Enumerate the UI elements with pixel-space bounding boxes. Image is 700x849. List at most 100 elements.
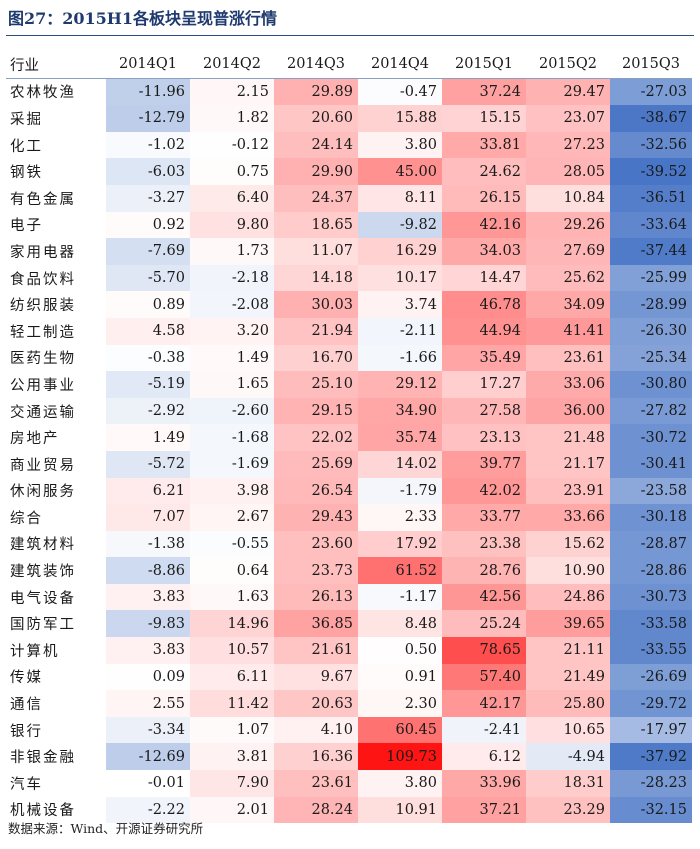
table-row: 电气设备 3.83 1.63 26.13 -1.17 42.56 24.86 -30.73 — [6, 583, 692, 611]
heatmap-cell: -7.69 — [106, 238, 190, 265]
heatmap-cell: -25.99 — [610, 264, 692, 292]
heatmap-cell: 30.03 — [274, 291, 358, 318]
heatmap-cell: 2.30 — [358, 690, 442, 717]
heatmap-cell: -6.03 — [106, 158, 190, 185]
heatmap-cell: 42.16 — [442, 211, 526, 239]
heatmap-cell: 42.17 — [442, 690, 526, 717]
heatmap-cell: -5.70 — [106, 264, 190, 292]
heatmap-cell: 23.38 — [442, 530, 526, 558]
sector-name: 食品饮料 — [10, 271, 76, 288]
heatmap-cell: -4.94 — [526, 743, 610, 771]
heatmap-cell: -1.79 — [358, 477, 442, 505]
sector-name: 电子 — [10, 218, 43, 235]
heatmap-cell: 15.15 — [442, 105, 526, 132]
heatmap-cell: 2.55 — [106, 690, 190, 717]
figure-title: 图27：2015H1各板块呈现普涨行情 — [8, 9, 278, 28]
heatmap-cell: 16.70 — [274, 344, 358, 372]
column-header: 2015Q1 — [442, 51, 526, 79]
heatmap-cell: 25.69 — [274, 450, 358, 478]
heatmap-cell: 21.17 — [526, 450, 610, 478]
table-row: 有色金属 -3.27 6.40 24.37 8.11 26.15 10.84 -36.51 — [6, 184, 692, 212]
heatmap-cell: 3.74 — [358, 291, 442, 318]
heatmap-cell: 14.18 — [274, 264, 358, 292]
heatmap-cell: 2.15 — [190, 78, 274, 106]
heatmap-cell: 16.29 — [358, 238, 442, 265]
sector-name: 房地产 — [10, 431, 60, 448]
heatmap-cell: 23.91 — [526, 477, 610, 505]
table-row: 轻工制造 4.58 3.20 21.94 -2.11 44.94 41.41 -26.30 — [6, 317, 692, 345]
table-row: 商业贸易 -5.72 -1.69 25.69 14.02 39.77 21.17 -30.41 — [6, 450, 692, 478]
heatmap-cell: 28.24 — [274, 796, 358, 824]
column-header: 2015Q2 — [526, 51, 610, 79]
heatmap-cell: 27.23 — [526, 131, 610, 159]
heatmap-cell: -2.18 — [190, 264, 274, 292]
heatmap-cell: 3.98 — [190, 477, 274, 505]
heatmap-cell: 15.88 — [358, 105, 442, 132]
heatmap-cell: 23.73 — [274, 557, 358, 584]
heatmap-cell: 1.63 — [190, 583, 274, 611]
heatmap-cell: 18.31 — [526, 770, 610, 797]
table-row: 公用事业 -5.19 1.65 25.10 29.12 17.27 33.06 -30.80 — [6, 371, 692, 398]
heatmap-cell: -28.23 — [610, 770, 692, 797]
heatmap-cell: -23.58 — [610, 477, 692, 505]
heatmap-cell: 17.27 — [442, 371, 526, 398]
heatmap-cell: -9.83 — [106, 610, 190, 638]
heatmap-cell: 24.62 — [442, 158, 526, 185]
column-header: 2014Q1 — [106, 51, 190, 79]
heatmap-cell: 0.09 — [106, 663, 190, 691]
heatmap-cell: 14.47 — [442, 264, 526, 292]
heatmap-cell: -30.18 — [610, 504, 692, 531]
table-row: 电子 0.92 9.80 18.65 -9.82 42.16 29.26 -33.64 — [6, 211, 692, 239]
heatmap-cell: -0.01 — [106, 770, 190, 797]
heatmap-cell: 23.61 — [526, 344, 610, 372]
heatmap-cell: 2.67 — [190, 504, 274, 531]
heatmap-cell: -0.47 — [358, 78, 442, 106]
heatmap-cell: 11.07 — [274, 238, 358, 265]
heatmap-cell: 4.10 — [274, 716, 358, 744]
heatmap-cell: 24.37 — [274, 184, 358, 212]
sector-name: 交通运输 — [10, 404, 76, 421]
heatmap-cell: -0.55 — [190, 530, 274, 558]
table-row: 银行 -3.34 1.07 4.10 60.45 -2.41 10.65 -17.97 — [6, 716, 692, 744]
heatmap-cell: -1.66 — [358, 344, 442, 372]
heatmap-cell: 0.89 — [106, 291, 190, 318]
heatmap-cell: -27.82 — [610, 397, 692, 425]
heatmap-cell: 29.47 — [526, 78, 610, 106]
column-header: 2014Q3 — [274, 51, 358, 79]
heatmap-cell: 6.21 — [106, 477, 190, 505]
table-row: 房地产 1.49 -1.68 22.02 35.74 23.13 21.48 -30.72 — [6, 424, 692, 451]
heatmap-cell: 36.85 — [274, 610, 358, 638]
heatmap-cell: 39.77 — [442, 450, 526, 478]
heatmap-cell: 1.49 — [106, 424, 190, 451]
heatmap-cell: 23.13 — [442, 424, 526, 451]
heatmap-cell: 78.65 — [442, 637, 526, 664]
heatmap-cell: -1.68 — [190, 424, 274, 451]
heatmap-cell: 61.52 — [358, 557, 442, 584]
heatmap-cell: 57.40 — [442, 663, 526, 691]
heatmap-cell: 21.94 — [274, 317, 358, 345]
heatmap-cell: 60.45 — [358, 716, 442, 744]
heatmap-cell: 34.90 — [358, 397, 442, 425]
heatmap-cell: -11.96 — [106, 78, 190, 106]
heatmap-cell: -8.86 — [106, 557, 190, 584]
heatmap-cell: 26.15 — [442, 184, 526, 212]
heatmap-cell: 27.58 — [442, 397, 526, 425]
table-row: 纺织服装 0.89 -2.08 30.03 3.74 46.78 34.09 -28.99 — [6, 291, 692, 318]
heatmap-cell: -1.69 — [190, 450, 274, 478]
heatmap-cell: 6.40 — [190, 184, 274, 212]
heatmap-cell: 33.77 — [442, 504, 526, 531]
heatmap-cell: 2.33 — [358, 504, 442, 531]
heatmap-cell: -12.69 — [106, 743, 190, 771]
table-row: 交通运输 -2.92 -2.60 29.15 34.90 27.58 36.00 -27.82 — [6, 397, 692, 425]
heatmap-cell: 37.24 — [442, 78, 526, 106]
sector-name: 银行 — [10, 723, 43, 740]
sector-name: 休闲服务 — [10, 484, 76, 501]
sector-name: 综合 — [10, 510, 43, 527]
heatmap-cell: -27.03 — [610, 78, 692, 106]
heatmap-cell: 3.83 — [106, 637, 190, 664]
heatmap-cell: -1.02 — [106, 131, 190, 159]
heatmap-cell: -1.38 — [106, 530, 190, 558]
heatmap-cell: 29.15 — [274, 397, 358, 425]
heatmap-cell: 25.24 — [442, 610, 526, 638]
heatmap-cell: -5.72 — [106, 450, 190, 478]
